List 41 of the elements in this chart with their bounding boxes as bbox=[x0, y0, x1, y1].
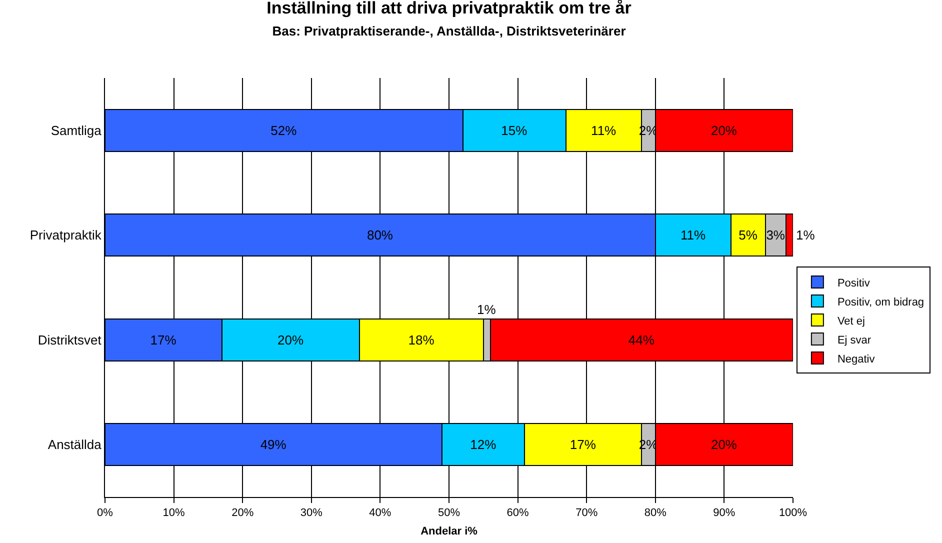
legend-label: Vet ej bbox=[837, 315, 865, 328]
data-label: 17% bbox=[570, 437, 596, 452]
x-tick-label: 70% bbox=[576, 507, 598, 520]
data-label: 52% bbox=[270, 122, 298, 138]
legend-label: Negativ bbox=[837, 353, 876, 366]
y-tick-label: Anställda bbox=[48, 437, 102, 452]
data-label: 11% bbox=[591, 122, 617, 138]
x-tick-label: 10% bbox=[162, 507, 186, 520]
x-tick-label: 100% bbox=[778, 507, 808, 520]
data-label: 44% bbox=[628, 332, 655, 348]
x-tick-label: 30% bbox=[300, 507, 323, 520]
chart-subtitle: Bas: Privatpraktiserande-, Anställda-, Distriktsveterinärer bbox=[272, 24, 626, 39]
data-label: 18% bbox=[408, 332, 435, 348]
x-tick-label: 90% bbox=[713, 507, 736, 520]
y-tick-label: Distriktsvet bbox=[38, 332, 102, 348]
data-label: 1% bbox=[477, 302, 496, 317]
data-label: 20% bbox=[710, 437, 738, 452]
data-label: 80% bbox=[366, 228, 394, 243]
y-tick-label: Privatpraktik bbox=[30, 228, 102, 243]
data-label: 3% bbox=[766, 228, 786, 243]
data-label: 5% bbox=[738, 228, 758, 243]
legend-label: Positiv, om bidrag bbox=[837, 296, 924, 308]
data-label: 11% bbox=[680, 228, 706, 243]
legend-label: Ej svar bbox=[837, 334, 872, 346]
x-axis-title: Andelar i% bbox=[420, 525, 478, 538]
x-tick-label: 40% bbox=[369, 507, 392, 520]
data-label: 49% bbox=[260, 437, 287, 452]
data-label: 20% bbox=[278, 332, 304, 348]
x-tick-label: 50% bbox=[438, 507, 460, 520]
chart-title: Inställning till att driva privatpraktik om tre år bbox=[266, 0, 632, 18]
data-label: 1% bbox=[796, 228, 816, 243]
x-tick-label: 80% bbox=[644, 507, 667, 520]
y-tick-label: Samtliga bbox=[50, 122, 102, 138]
data-label: 15% bbox=[501, 122, 528, 138]
x-tick-label: 60% bbox=[506, 507, 530, 520]
x-tick-label: 20% bbox=[232, 507, 254, 520]
data-label: 12% bbox=[470, 437, 497, 452]
data-label: 17% bbox=[150, 332, 177, 348]
x-tick-label: 0% bbox=[97, 507, 114, 520]
data-label: 20% bbox=[710, 122, 738, 138]
legend-label: Positiv bbox=[837, 277, 870, 290]
